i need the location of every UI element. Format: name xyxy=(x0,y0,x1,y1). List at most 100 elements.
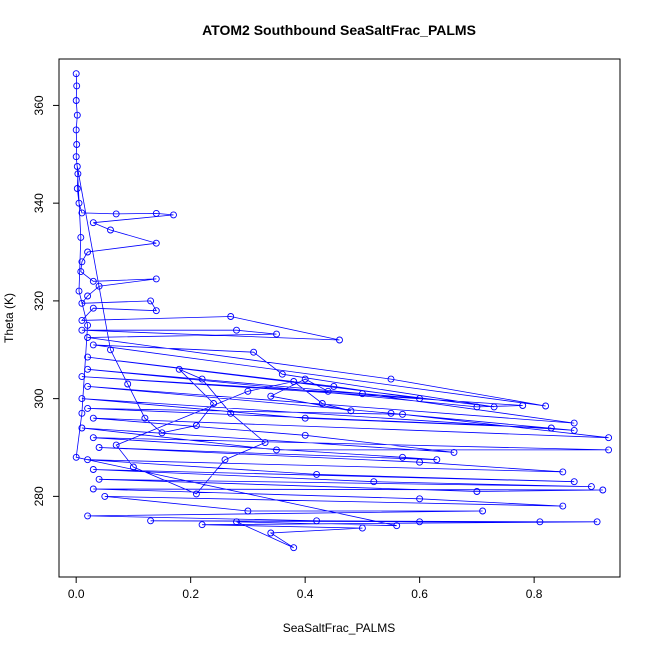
data-point xyxy=(227,409,235,417)
data-point xyxy=(78,409,86,417)
data-point xyxy=(233,518,240,526)
x-tick-label: 0.4 xyxy=(297,587,314,601)
data-point xyxy=(78,326,86,334)
data-point xyxy=(324,387,332,395)
data-point xyxy=(559,468,567,476)
data-point xyxy=(84,248,92,256)
y-tick-label: 300 xyxy=(32,388,46,408)
data-point xyxy=(75,287,83,295)
data-point xyxy=(152,209,160,217)
data-point xyxy=(490,403,498,411)
data-point xyxy=(433,456,441,464)
data-point xyxy=(75,199,83,207)
data-point xyxy=(358,524,366,532)
data-point xyxy=(78,373,86,381)
data-point xyxy=(78,299,86,307)
data-point xyxy=(95,475,103,483)
data-point xyxy=(107,226,114,234)
data-point xyxy=(73,82,81,90)
data-point xyxy=(112,210,120,218)
data-point xyxy=(192,490,200,498)
data-point xyxy=(152,307,160,315)
data-point xyxy=(244,507,252,515)
data-point xyxy=(233,326,240,334)
data-point xyxy=(547,424,555,432)
y-axis-label: Theta (K) xyxy=(2,293,16,343)
data-point xyxy=(301,414,309,422)
data-point xyxy=(542,402,550,410)
data-point xyxy=(593,518,601,526)
data-point xyxy=(416,395,424,403)
data-point xyxy=(192,422,200,429)
data-point xyxy=(301,375,309,383)
data-point xyxy=(124,380,132,388)
x-tick-label: 0.6 xyxy=(411,587,428,601)
data-point xyxy=(89,304,97,312)
data-point xyxy=(570,426,578,434)
data-point xyxy=(101,492,109,500)
y-tick-label: 320 xyxy=(32,291,46,311)
data-point xyxy=(72,97,80,104)
data-point xyxy=(227,313,235,320)
data-point xyxy=(78,316,86,324)
data-point xyxy=(107,346,114,354)
data-point xyxy=(73,141,81,148)
data-point xyxy=(605,434,613,442)
data-point xyxy=(89,219,97,227)
data-point xyxy=(330,382,338,390)
data-point xyxy=(399,410,406,418)
data-point xyxy=(84,404,92,412)
data-point xyxy=(74,170,82,178)
data-point xyxy=(73,185,81,192)
data-point xyxy=(519,402,527,409)
data-point xyxy=(84,365,92,373)
data-point xyxy=(250,348,258,356)
data-point xyxy=(278,370,286,378)
data-point xyxy=(273,446,280,454)
data-point xyxy=(175,365,183,373)
data-point xyxy=(313,470,321,478)
data-point xyxy=(267,529,275,537)
data-point xyxy=(95,444,103,451)
data-point xyxy=(73,163,81,170)
data-point xyxy=(416,495,424,503)
data-point xyxy=(605,446,613,454)
x-tick-label: 0.0 xyxy=(68,587,85,601)
data-point xyxy=(198,521,206,529)
data-point xyxy=(147,517,155,525)
data-point xyxy=(290,544,298,552)
data-point xyxy=(72,70,80,78)
data-point xyxy=(84,382,92,390)
data-point xyxy=(78,258,86,266)
data-point xyxy=(72,453,80,461)
data-point xyxy=(84,334,92,341)
data-point xyxy=(141,414,149,422)
data-point xyxy=(84,456,92,464)
data-point xyxy=(78,209,86,217)
y-axis: 280 300 320 340 360 xyxy=(32,95,59,506)
data-point xyxy=(89,434,97,442)
chart-title: ATOM2 Southbound SeaSaltFrac_PALMS xyxy=(202,22,476,38)
data-point xyxy=(273,330,280,338)
data-point xyxy=(89,277,97,285)
data-point xyxy=(416,458,424,466)
data-point xyxy=(358,390,366,398)
data-point xyxy=(370,478,378,486)
data-point xyxy=(587,483,595,491)
data-point xyxy=(393,522,401,530)
data-point xyxy=(72,126,80,134)
series-line xyxy=(75,73,609,549)
data-point xyxy=(416,518,424,526)
data-point xyxy=(473,488,481,495)
data-point xyxy=(129,463,137,471)
data-point xyxy=(95,282,103,290)
y-tick-label: 280 xyxy=(32,486,46,506)
plot-frame xyxy=(58,58,621,578)
data-point xyxy=(387,409,395,417)
data-point xyxy=(336,336,343,344)
data-point xyxy=(267,392,275,400)
data-point xyxy=(387,375,395,383)
data-point xyxy=(89,466,97,473)
data-point xyxy=(559,502,567,510)
